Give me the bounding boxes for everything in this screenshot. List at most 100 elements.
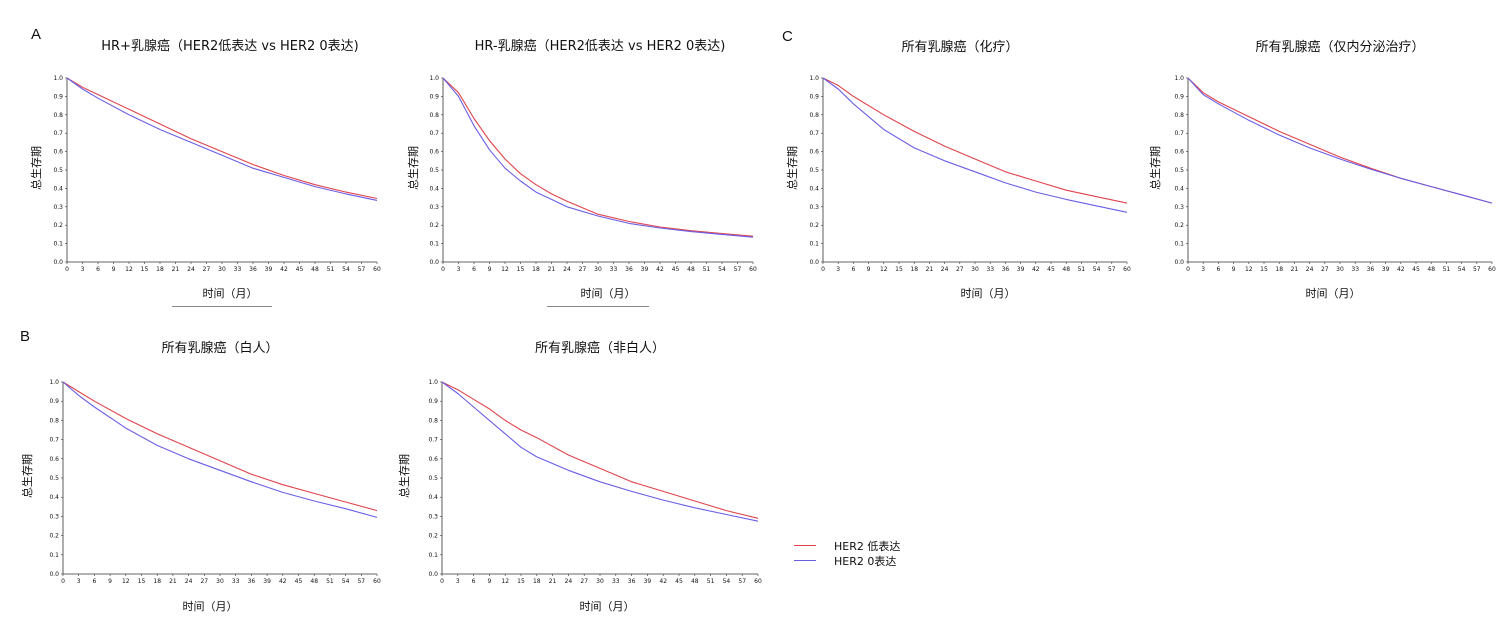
x-tick-label: 9: [1232, 266, 1236, 273]
x-tick-label: 0: [821, 266, 825, 273]
divider-line: [547, 306, 649, 307]
x-tick-label: 33: [612, 578, 620, 585]
y-tick-label: 0.8: [53, 112, 63, 119]
y-tick-label: 0.7: [429, 130, 439, 137]
y-tick-label: 0.1: [1174, 241, 1184, 248]
x-tick-label: 48: [310, 578, 318, 585]
x-tick-label: 12: [122, 578, 130, 585]
y-tick-label: 0.1: [49, 552, 59, 559]
y-tick-label: 0.2: [53, 222, 63, 229]
y-tick-label: 0.5: [809, 167, 819, 174]
x-tick-label: 18: [153, 578, 161, 585]
x-tick-label: 54: [718, 266, 726, 273]
y-tick-label: 0.0: [49, 571, 59, 578]
x-axis-label: 时间（月）: [960, 287, 1016, 300]
chart-title: HR-乳腺癌（HER2低表达 vs HER2 0表达): [474, 39, 726, 54]
y-tick-label: 0.2: [429, 222, 439, 229]
legend-swatch-her2-zero: [794, 560, 816, 561]
x-axis-label: 时间（月）: [182, 600, 238, 613]
x-tick-label: 48: [1062, 266, 1070, 273]
y-tick-label: 0.0: [1174, 259, 1184, 266]
x-tick-label: 24: [565, 578, 573, 585]
legend-label: HER2 低表达: [834, 539, 901, 553]
x-tick-label: 30: [218, 266, 226, 273]
x-tick-label: 57: [1473, 266, 1481, 273]
x-tick-label: 27: [580, 578, 588, 585]
x-tick-label: 33: [1351, 266, 1359, 273]
y-tick-label: 0.6: [428, 456, 438, 463]
x-tick-label: 54: [1458, 266, 1466, 273]
x-tick-label: 24: [185, 578, 193, 585]
x-tick-label: 0: [441, 266, 445, 273]
x-tick-label: 15: [895, 266, 903, 273]
x-tick-label: 0: [440, 578, 444, 585]
x-tick-label: 21: [1291, 266, 1299, 273]
x-tick-label: 36: [1002, 266, 1010, 273]
x-tick-label: 18: [532, 266, 540, 273]
y-tick-label: 0.5: [53, 167, 63, 174]
x-tick-label: 51: [1078, 266, 1086, 273]
x-tick-label: 3: [81, 266, 85, 273]
x-tick-label: 12: [1245, 266, 1253, 273]
x-tick-label: 60: [373, 266, 381, 273]
x-tick-label: 27: [956, 266, 964, 273]
x-tick-label: 18: [533, 578, 541, 585]
y-tick-label: 0.6: [49, 456, 59, 463]
y-tick-label: 0.1: [429, 241, 439, 248]
y-tick-label: 0.5: [1174, 167, 1184, 174]
x-tick-label: 57: [358, 266, 366, 273]
y-tick-label: 0.3: [53, 204, 63, 211]
x-tick-label: 60: [1488, 266, 1496, 273]
y-tick-label: 0.8: [429, 112, 439, 119]
x-tick-label: 27: [579, 266, 587, 273]
panel-letter-a: A: [31, 26, 42, 43]
x-tick-label: 30: [594, 266, 602, 273]
x-tick-label: 12: [501, 578, 509, 585]
x-tick-label: 36: [249, 266, 257, 273]
x-tick-label: 60: [754, 578, 762, 585]
x-tick-label: 36: [248, 578, 256, 585]
y-tick-label: 0.5: [429, 167, 439, 174]
y-tick-label: 1.0: [53, 75, 63, 82]
x-tick-label: 30: [1336, 266, 1344, 273]
y-tick-label: 1.0: [1174, 75, 1184, 82]
legend-swatch-her2-low: [794, 545, 816, 546]
x-tick-label: 57: [357, 578, 365, 585]
y-tick-label: 0.5: [49, 475, 59, 482]
y-tick-label: 0.7: [428, 437, 438, 444]
x-tick-label: 3: [836, 266, 840, 273]
x-tick-label: 21: [169, 578, 177, 585]
x-tick-label: 6: [1216, 266, 1220, 273]
y-tick-label: 0.3: [429, 204, 439, 211]
x-tick-label: 51: [326, 578, 334, 585]
panel-letter-b: B: [20, 328, 31, 345]
series-line-her2-low: [441, 381, 759, 519]
x-tick-label: 0: [1186, 266, 1190, 273]
x-tick-label: 39: [1017, 266, 1025, 273]
x-tick-label: 9: [108, 578, 112, 585]
x-axis-label: 时间（月）: [579, 600, 635, 613]
y-tick-label: 0.4: [809, 185, 819, 192]
y-tick-label: 0.8: [809, 112, 819, 119]
y-tick-label: 1.0: [49, 379, 59, 386]
x-tick-label: 39: [641, 266, 649, 273]
y-tick-label: 1.0: [429, 75, 439, 82]
x-axis-label: 时间（月）: [202, 287, 258, 300]
legend-item: HER2 0表达: [794, 553, 900, 568]
y-tick-label: 0.6: [809, 149, 819, 156]
y-tick-label: 0.8: [49, 417, 59, 424]
series-line-her2-low: [66, 77, 378, 200]
x-tick-label: 6: [96, 266, 100, 273]
x-tick-label: 9: [488, 266, 492, 273]
x-tick-label: 0: [61, 578, 65, 585]
series-line-her2-low: [822, 77, 1128, 204]
y-tick-label: 0.2: [428, 533, 438, 540]
y-tick-label: 0.6: [429, 149, 439, 156]
y-tick-label: 0.9: [49, 398, 59, 405]
x-tick-label: 3: [457, 266, 461, 273]
x-tick-label: 3: [456, 578, 460, 585]
y-tick-label: 0.6: [53, 149, 63, 156]
legend: HER2 低表达 HER2 0表达: [794, 538, 900, 568]
